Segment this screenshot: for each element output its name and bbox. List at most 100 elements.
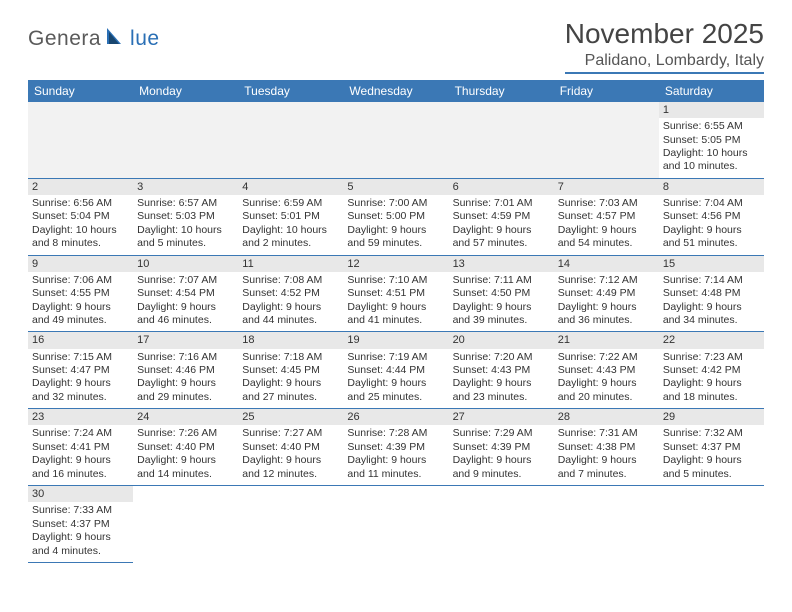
day-number: 8 [659,179,764,195]
day-info: Sunrise: 7:33 AMSunset: 4:37 PMDaylight:… [32,504,129,558]
day-info: Sunrise: 7:18 AMSunset: 4:45 PMDaylight:… [242,351,339,405]
info-line: Daylight: 9 hours [663,454,760,467]
info-line: Sunset: 5:04 PM [32,210,129,223]
day-info: Sunrise: 7:16 AMSunset: 4:46 PMDaylight:… [137,351,234,405]
day-number: 12 [343,256,448,272]
info-line: Daylight: 9 hours [663,301,760,314]
info-line: Daylight: 9 hours [347,301,444,314]
info-line: Sunrise: 7:23 AM [663,351,760,364]
calendar-cell: 17 Sunrise: 7:16 AMSunset: 4:46 PMDayligh… [133,332,238,409]
info-line: and 7 minutes. [558,468,655,481]
info-line: and 54 minutes. [558,237,655,250]
sail-icon [105,26,127,51]
day-number: 23 [28,409,133,425]
info-line: and 10 minutes. [663,160,760,173]
info-line: Sunset: 4:59 PM [453,210,550,223]
info-line: Sunrise: 7:32 AM [663,427,760,440]
info-line: Daylight: 9 hours [558,454,655,467]
calendar-cell: 7Sunrise: 7:03 AMSunset: 4:57 PMDaylight… [554,179,659,256]
day-info: Sunrise: 7:04 AMSunset: 4:56 PMDaylight:… [663,197,760,251]
info-line: Daylight: 9 hours [663,377,760,390]
day-info: Sunrise: 7:01 AMSunset: 4:59 PMDaylight:… [453,197,550,251]
day-number: 6 [449,179,554,195]
calendar-cell: 30 Sunrise: 7:33 AMSunset: 4:37 PMDayligh… [28,486,133,563]
day-number: 5 [343,179,448,195]
location-label: Palidano, Lombardy, Italy [565,52,764,74]
info-line: Daylight: 9 hours [137,454,234,467]
info-line: Sunset: 4:41 PM [32,441,129,454]
day-number: 21 [554,332,659,348]
info-line: and 32 minutes. [32,391,129,404]
info-line: Sunset: 4:37 PM [32,518,129,531]
calendar-cell: 23 Sunrise: 7:24 AMSunset: 4:41 PMDayligh… [28,409,133,486]
day-info: Sunrise: 6:56 AMSunset: 5:04 PMDaylight:… [32,197,129,251]
title-block: November 2025 Palidano, Lombardy, Italy [565,18,764,74]
info-line: Sunrise: 7:14 AM [663,274,760,287]
calendar-cell: 15Sunrise: 7:14 AMSunset: 4:48 PMDayligh… [659,256,764,333]
info-line: Daylight: 10 hours [32,224,129,237]
day-number: 4 [238,179,343,195]
info-line: Sunset: 4:37 PM [663,441,760,454]
day-info: Sunrise: 7:24 AMSunset: 4:41 PMDaylight:… [32,427,129,481]
calendar-cell: 5Sunrise: 7:00 AMSunset: 5:00 PMDaylight… [343,179,448,256]
day-info: Sunrise: 7:28 AMSunset: 4:39 PMDaylight:… [347,427,444,481]
info-line: Sunset: 5:05 PM [663,134,760,147]
day-info: Sunrise: 7:27 AMSunset: 4:40 PMDaylight:… [242,427,339,481]
info-line: and 23 minutes. [453,391,550,404]
info-line: Sunset: 4:52 PM [242,287,339,300]
calendar-cell: 10Sunrise: 7:07 AMSunset: 4:54 PMDayligh… [133,256,238,333]
info-line: and 29 minutes. [137,391,234,404]
calendar-cell: 26Sunrise: 7:28 AMSunset: 4:39 PMDayligh… [343,409,448,486]
info-line: Daylight: 9 hours [242,454,339,467]
info-line: Sunrise: 7:00 AM [347,197,444,210]
info-line: and 34 minutes. [663,314,760,327]
info-line: Sunset: 4:42 PM [663,364,760,377]
day-number: 27 [449,409,554,425]
info-line: Sunrise: 7:07 AM [137,274,234,287]
info-line: Sunset: 4:39 PM [347,441,444,454]
info-line: Sunrise: 7:16 AM [137,351,234,364]
info-line: and 14 minutes. [137,468,234,481]
calendar-cell-empty [554,102,659,179]
calendar-cell: 8 Sunrise: 7:04 AMSunset: 4:56 PMDaylight… [659,179,764,256]
day-info: Sunrise: 6:59 AMSunset: 5:01 PMDaylight:… [242,197,339,251]
info-line: Daylight: 9 hours [242,377,339,390]
info-line: Sunrise: 6:56 AM [32,197,129,210]
calendar-cell: 29 Sunrise: 7:32 AMSunset: 4:37 PMDayligh… [659,409,764,486]
day-number: 17 [133,332,238,348]
day-number: 19 [343,332,448,348]
logo: Genera lue [28,18,160,51]
day-info: Sunrise: 7:08 AMSunset: 4:52 PMDaylight:… [242,274,339,328]
calendar-cell-empty [554,486,659,563]
info-line: Sunrise: 7:06 AM [32,274,129,287]
info-line: Sunrise: 7:15 AM [32,351,129,364]
info-line: Daylight: 9 hours [558,377,655,390]
day-info: Sunrise: 7:26 AMSunset: 4:40 PMDaylight:… [137,427,234,481]
calendar-cell: 20Sunrise: 7:20 AMSunset: 4:43 PMDayligh… [449,332,554,409]
day-number: 9 [28,256,133,272]
info-line: Sunrise: 6:57 AM [137,197,234,210]
day-info: Sunrise: 7:32 AMSunset: 4:37 PMDaylight:… [663,427,760,481]
calendar-cell: 13Sunrise: 7:11 AMSunset: 4:50 PMDayligh… [449,256,554,333]
day-number: 7 [554,179,659,195]
info-line: Sunset: 4:43 PM [453,364,550,377]
info-line: Daylight: 9 hours [242,301,339,314]
info-line: and 2 minutes. [242,237,339,250]
day-header: Wednesday [343,80,448,102]
day-number: 29 [659,409,764,425]
info-line: and 25 minutes. [347,391,444,404]
calendar-cell: 14Sunrise: 7:12 AMSunset: 4:49 PMDayligh… [554,256,659,333]
info-line: Sunrise: 7:22 AM [558,351,655,364]
info-line: Sunrise: 7:04 AM [663,197,760,210]
info-line: Daylight: 9 hours [32,454,129,467]
day-info: Sunrise: 7:12 AMSunset: 4:49 PMDaylight:… [558,274,655,328]
calendar-cell-empty [238,102,343,179]
info-line: Sunrise: 7:24 AM [32,427,129,440]
info-line: and 5 minutes. [663,468,760,481]
info-line: and 51 minutes. [663,237,760,250]
calendar-cell: 3Sunrise: 6:57 AMSunset: 5:03 PMDaylight… [133,179,238,256]
info-line: Sunrise: 6:59 AM [242,197,339,210]
day-number: 30 [28,486,133,502]
day-number: 24 [133,409,238,425]
day-info: Sunrise: 7:11 AMSunset: 4:50 PMDaylight:… [453,274,550,328]
